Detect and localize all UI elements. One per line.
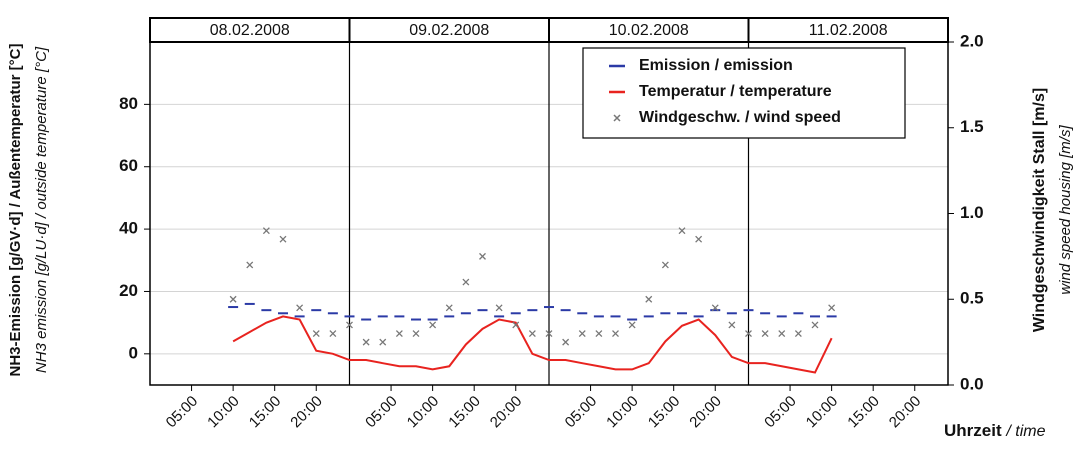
wind-point xyxy=(279,235,287,243)
x-tick-label: 20:00 xyxy=(287,393,326,432)
wind-point xyxy=(246,261,254,269)
wind-point xyxy=(578,330,586,338)
x-axis-label: Uhrzeit / time xyxy=(944,421,1046,440)
legend-label: Windgeschw. / wind speed xyxy=(639,109,841,126)
y-tick-label: 40 xyxy=(119,219,138,238)
y2-tick-label: 1.5 xyxy=(960,117,984,136)
wind-point xyxy=(545,330,553,338)
x-tick-label: 05:00 xyxy=(163,393,202,432)
date-cell xyxy=(149,17,351,43)
wind-point xyxy=(395,330,403,338)
wind-point xyxy=(329,330,337,338)
y2-tick-label: 0.0 xyxy=(960,374,984,393)
y2-tick-label: 2.0 xyxy=(960,31,984,50)
y-tick-label: 60 xyxy=(119,156,138,175)
x-tick-label: 10:00 xyxy=(404,393,443,432)
date-label: 11.02.2008 xyxy=(809,22,888,39)
wind-point xyxy=(346,321,353,329)
x-tick-label: 15:00 xyxy=(844,393,883,432)
y-axis-label-en: NH3 emission [g/LU·d] / outside temperat… xyxy=(33,46,50,373)
legend-label: Temperatur / temperature xyxy=(639,83,832,100)
wind-point xyxy=(661,261,669,269)
wind-point xyxy=(828,304,836,312)
wind-point xyxy=(479,252,486,260)
wind-point xyxy=(595,330,603,338)
wind-point xyxy=(562,338,570,346)
y2-axis-label: Windgeschwindigkeit Stall [m/s] xyxy=(1031,88,1048,332)
wind-point xyxy=(362,338,370,346)
x-tick-label: 20:00 xyxy=(487,393,526,432)
temperature-line xyxy=(232,315,833,374)
y2-axis-label-en: wind speed housing [m/s] xyxy=(1057,125,1074,295)
wind-point xyxy=(262,227,270,235)
wind-point xyxy=(745,330,752,338)
wind-point xyxy=(229,295,237,303)
date-label: 09.02.2008 xyxy=(409,22,489,39)
wind-point xyxy=(761,330,769,338)
x-tick-label: 15:00 xyxy=(246,393,285,432)
wind-point xyxy=(429,321,437,329)
date-label: 08.02.2008 xyxy=(210,22,290,39)
date-cell xyxy=(747,17,949,43)
wind-point xyxy=(528,330,536,338)
wind-point xyxy=(495,304,503,312)
wind-point xyxy=(811,321,819,329)
legend-label: Emission / emission xyxy=(639,57,793,74)
legend-box xyxy=(582,47,906,139)
x-axis-label-de: Uhrzeit xyxy=(944,421,1002,440)
wind-point xyxy=(462,278,470,286)
date-label: 10.02.2008 xyxy=(609,22,689,39)
x-tick-label: 05:00 xyxy=(562,393,601,432)
legend-symbol xyxy=(613,114,621,122)
wind-point xyxy=(445,304,453,312)
y-tick-label: 80 xyxy=(119,94,138,113)
wind-point xyxy=(728,321,736,329)
wind-point xyxy=(612,330,619,338)
wind-point xyxy=(379,338,387,346)
x-tick-label: 05:00 xyxy=(761,393,800,432)
y2-tick-label: 1.0 xyxy=(960,203,984,222)
wind-point xyxy=(695,235,703,243)
x-tick-label: 15:00 xyxy=(645,393,684,432)
y-tick-label: 0 xyxy=(129,343,138,362)
y2-tick-label: 0.5 xyxy=(960,289,984,308)
x-axis-label-en: / time xyxy=(1005,423,1045,440)
wind-point xyxy=(412,330,420,338)
plot-frame xyxy=(149,41,949,386)
x-tick-label: 10:00 xyxy=(603,393,642,432)
x-tick-label: 20:00 xyxy=(686,393,725,432)
x-tick-label: 20:00 xyxy=(886,393,925,432)
y-axis-label: NH3-Emission [g/GV·d] / Außentemperatur … xyxy=(7,44,24,377)
wind-point xyxy=(296,304,304,312)
wind-point xyxy=(711,304,719,312)
wind-point xyxy=(512,321,520,329)
x-tick-label: 05:00 xyxy=(362,393,401,432)
x-tick-label: 10:00 xyxy=(204,393,243,432)
wind-point xyxy=(312,330,320,338)
wind-point xyxy=(645,295,653,303)
x-tick-label: 15:00 xyxy=(445,393,484,432)
y-tick-label: 20 xyxy=(119,281,138,300)
wind-point xyxy=(628,321,636,329)
wind-point xyxy=(778,330,786,338)
wind-point xyxy=(794,330,802,338)
wind-point xyxy=(678,227,686,235)
x-tick-label: 10:00 xyxy=(803,393,842,432)
